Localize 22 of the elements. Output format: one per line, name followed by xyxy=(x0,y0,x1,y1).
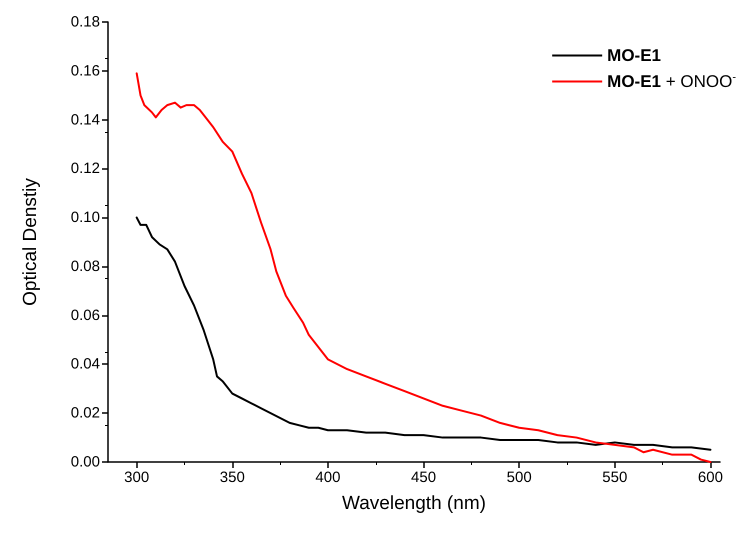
y-tick-label: 0.02 xyxy=(70,404,100,422)
x-tick-label: 350 xyxy=(220,469,245,486)
y-tick-label: 0.08 xyxy=(70,258,100,275)
y-tick-label: 0.00 xyxy=(70,454,100,470)
y-tick-label: 0.16 xyxy=(70,62,100,80)
legend-label: MO-E1 + ONOO- xyxy=(607,72,736,91)
y-axis-title: Optical Denstiy xyxy=(20,178,41,306)
legend-label: MO-E1 xyxy=(607,46,662,65)
y-tick-label: 0.10 xyxy=(70,209,100,226)
y-tick-label: 0.18 xyxy=(70,14,100,30)
x-tick-label: 500 xyxy=(506,469,532,486)
x-tick-label: 450 xyxy=(411,469,436,486)
line-series xyxy=(136,216,712,451)
x-tick-label: 400 xyxy=(315,469,340,486)
x-tick-label: 550 xyxy=(602,469,628,486)
x-tick-label: 600 xyxy=(698,469,723,486)
x-axis-title: Wavelength (nm) xyxy=(342,493,486,514)
y-tick-label: 0.04 xyxy=(70,356,100,373)
y-tick-label: 0.14 xyxy=(70,111,100,128)
y-tick-label: 0.06 xyxy=(70,306,100,324)
y-tick-label: 0.12 xyxy=(70,160,100,178)
x-tick-label: 300 xyxy=(124,469,150,486)
